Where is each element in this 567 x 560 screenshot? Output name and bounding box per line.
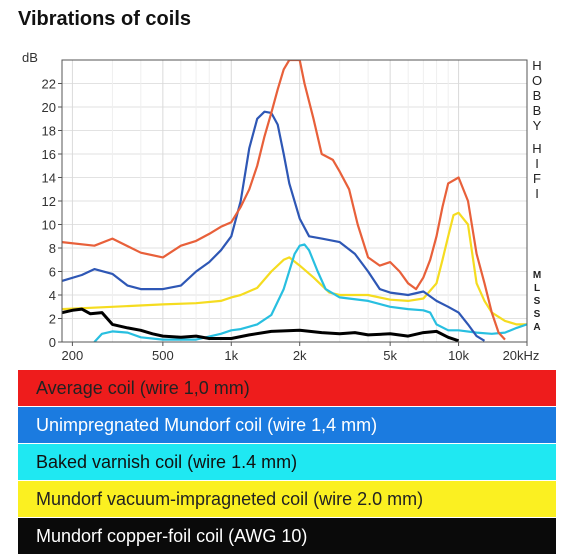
legend-item: Mundorf copper-foil coil (AWG 10) bbox=[18, 518, 556, 554]
grid bbox=[62, 60, 528, 343]
y-tick-label: 14 bbox=[42, 171, 56, 186]
y-tick-label: 20 bbox=[42, 100, 56, 115]
x-tick-label: 10k bbox=[448, 348, 469, 363]
legend-item-label: Average coil (wire 1,0 mm) bbox=[36, 378, 250, 398]
x-tick-label: 1k bbox=[224, 348, 238, 363]
legend-item-label: Mundorf vacuum-impragneted coil (wire 2.… bbox=[36, 489, 424, 509]
series-line-2 bbox=[62, 110, 486, 342]
y-tick-label: 2 bbox=[49, 312, 56, 327]
side-label-letter: S bbox=[534, 309, 541, 320]
x-tick-label: 5k bbox=[383, 348, 397, 363]
side-label-letter: H bbox=[532, 141, 541, 156]
side-label-letter: A bbox=[533, 322, 540, 333]
y-axis-label: dB bbox=[22, 50, 38, 65]
side-label-letter: S bbox=[534, 296, 541, 307]
y-tick-label: 4 bbox=[49, 288, 56, 303]
side-label-letter: M bbox=[533, 270, 541, 281]
y-tick-label: 16 bbox=[42, 147, 56, 162]
series-layer bbox=[62, 60, 527, 342]
side-label-letter: H bbox=[532, 58, 541, 73]
page-title: Vibrations of coils bbox=[18, 8, 191, 30]
x-tick-label: 200 bbox=[62, 348, 84, 363]
legend-item: Unimpregnated Mundorf coil (wire 1,4 mm) bbox=[18, 407, 556, 443]
y-tick-label: 6 bbox=[49, 265, 56, 280]
side-label-letter: I bbox=[535, 156, 539, 171]
series-line-3 bbox=[93, 243, 527, 342]
side-label-letter: B bbox=[533, 88, 542, 103]
series-line-1 bbox=[62, 60, 506, 341]
x-tick-label: 20kHz bbox=[503, 348, 540, 363]
side-label-letter: L bbox=[534, 283, 540, 294]
side-label-letter: I bbox=[535, 186, 539, 201]
y-tick-label: 10 bbox=[42, 218, 56, 233]
y-tick-label: 12 bbox=[42, 194, 56, 209]
legend-item-label: Unimpregnated Mundorf coil (wire 1,4 mm) bbox=[36, 415, 378, 435]
y-tick-label: 8 bbox=[49, 241, 56, 256]
y-tick-label: 18 bbox=[42, 124, 56, 139]
series-line-4 bbox=[62, 211, 527, 326]
x-tick-label: 500 bbox=[152, 348, 174, 363]
y-tick-label: 0 bbox=[49, 335, 56, 350]
legend-item: Average coil (wire 1,0 mm) bbox=[18, 370, 556, 406]
legend-item: Mundorf vacuum-impragneted coil (wire 2.… bbox=[18, 481, 556, 517]
legend-item-label: Baked varnish coil (wire 1.4 mm) bbox=[36, 452, 298, 472]
legend-item: Baked varnish coil (wire 1.4 mm) bbox=[18, 444, 556, 480]
side-label-letter: B bbox=[533, 103, 542, 118]
series-line-5 bbox=[62, 307, 460, 342]
legend: Average coil (wire 1,0 mm) Unimpregnated … bbox=[18, 370, 556, 555]
plot-frame bbox=[61, 59, 528, 343]
axes: 0 2 4 6 8 10 12 14 16 18 20 22 200 500 1k 2k 5k 10k 20kHz bbox=[42, 77, 540, 364]
y-tick-label: 22 bbox=[42, 77, 56, 92]
x-tick-label: 2k bbox=[293, 348, 307, 363]
side-label-letter: O bbox=[532, 73, 542, 88]
side-label-letter: F bbox=[533, 171, 541, 186]
side-label-letter: Y bbox=[533, 118, 542, 133]
legend-item-label: Mundorf copper-foil coil (AWG 10) bbox=[36, 526, 308, 546]
